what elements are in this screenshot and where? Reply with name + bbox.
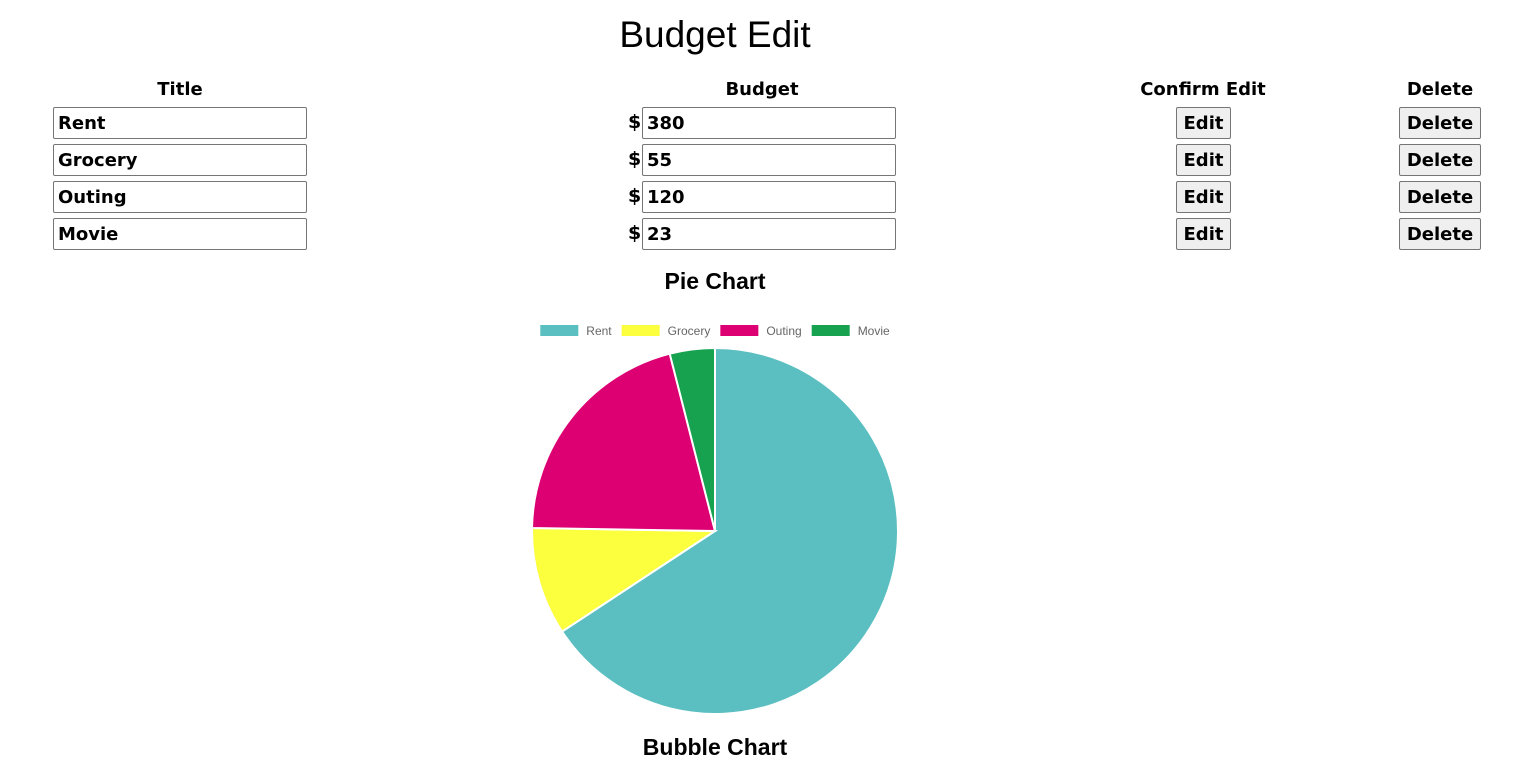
column-header-budget: Budget bbox=[682, 79, 842, 100]
currency-symbol: $ bbox=[628, 148, 641, 170]
edit-button[interactable]: Edit bbox=[1176, 144, 1231, 176]
bubble-chart-title: Bubble Chart bbox=[0, 734, 1430, 761]
delete-button[interactable]: Delete bbox=[1399, 107, 1481, 139]
delete-button[interactable]: Delete bbox=[1399, 218, 1481, 250]
page-title: Budget Edit bbox=[0, 14, 1430, 56]
title-input[interactable] bbox=[53, 107, 307, 139]
pie-slices bbox=[532, 348, 898, 714]
column-header-title: Title bbox=[100, 79, 260, 100]
edit-button[interactable]: Edit bbox=[1176, 181, 1231, 213]
currency-symbol: $ bbox=[628, 222, 641, 244]
pie-legend: Rent Grocery Outing Movie bbox=[540, 324, 890, 338]
legend-swatch-rent[interactable] bbox=[540, 325, 578, 336]
currency-symbol: $ bbox=[628, 111, 641, 133]
legend-label-movie[interactable]: Movie bbox=[858, 324, 890, 338]
budget-row-rent: $ Edit Delete bbox=[0, 107, 1513, 141]
budget-row-movie: $ Edit Delete bbox=[0, 218, 1513, 252]
budget-input[interactable] bbox=[642, 144, 896, 176]
currency-symbol: $ bbox=[628, 185, 641, 207]
legend-swatch-movie[interactable] bbox=[812, 325, 850, 336]
budget-input[interactable] bbox=[642, 107, 896, 139]
legend-label-rent[interactable]: Rent bbox=[586, 324, 612, 338]
title-input[interactable] bbox=[53, 218, 307, 250]
edit-button[interactable]: Edit bbox=[1176, 218, 1231, 250]
legend-label-outing[interactable]: Outing bbox=[766, 324, 801, 338]
legend-label-grocery[interactable]: Grocery bbox=[668, 324, 711, 338]
budget-row-grocery: $ Edit Delete bbox=[0, 144, 1513, 178]
delete-button[interactable]: Delete bbox=[1399, 144, 1481, 176]
edit-button[interactable]: Edit bbox=[1176, 107, 1231, 139]
delete-button[interactable]: Delete bbox=[1399, 181, 1481, 213]
legend-swatch-grocery[interactable] bbox=[622, 325, 660, 336]
pie-chart: Rent Grocery Outing Movie bbox=[515, 315, 915, 725]
pie-chart-title: Pie Chart bbox=[0, 268, 1430, 295]
title-input[interactable] bbox=[53, 144, 307, 176]
column-header-delete: Delete bbox=[1360, 79, 1513, 100]
budget-input[interactable] bbox=[642, 181, 896, 213]
legend-swatch-outing[interactable] bbox=[720, 325, 758, 336]
title-input[interactable] bbox=[53, 181, 307, 213]
budget-input[interactable] bbox=[642, 218, 896, 250]
budget-row-outing: $ Edit Delete bbox=[0, 181, 1513, 215]
column-header-confirm-edit: Confirm Edit bbox=[1118, 79, 1288, 100]
